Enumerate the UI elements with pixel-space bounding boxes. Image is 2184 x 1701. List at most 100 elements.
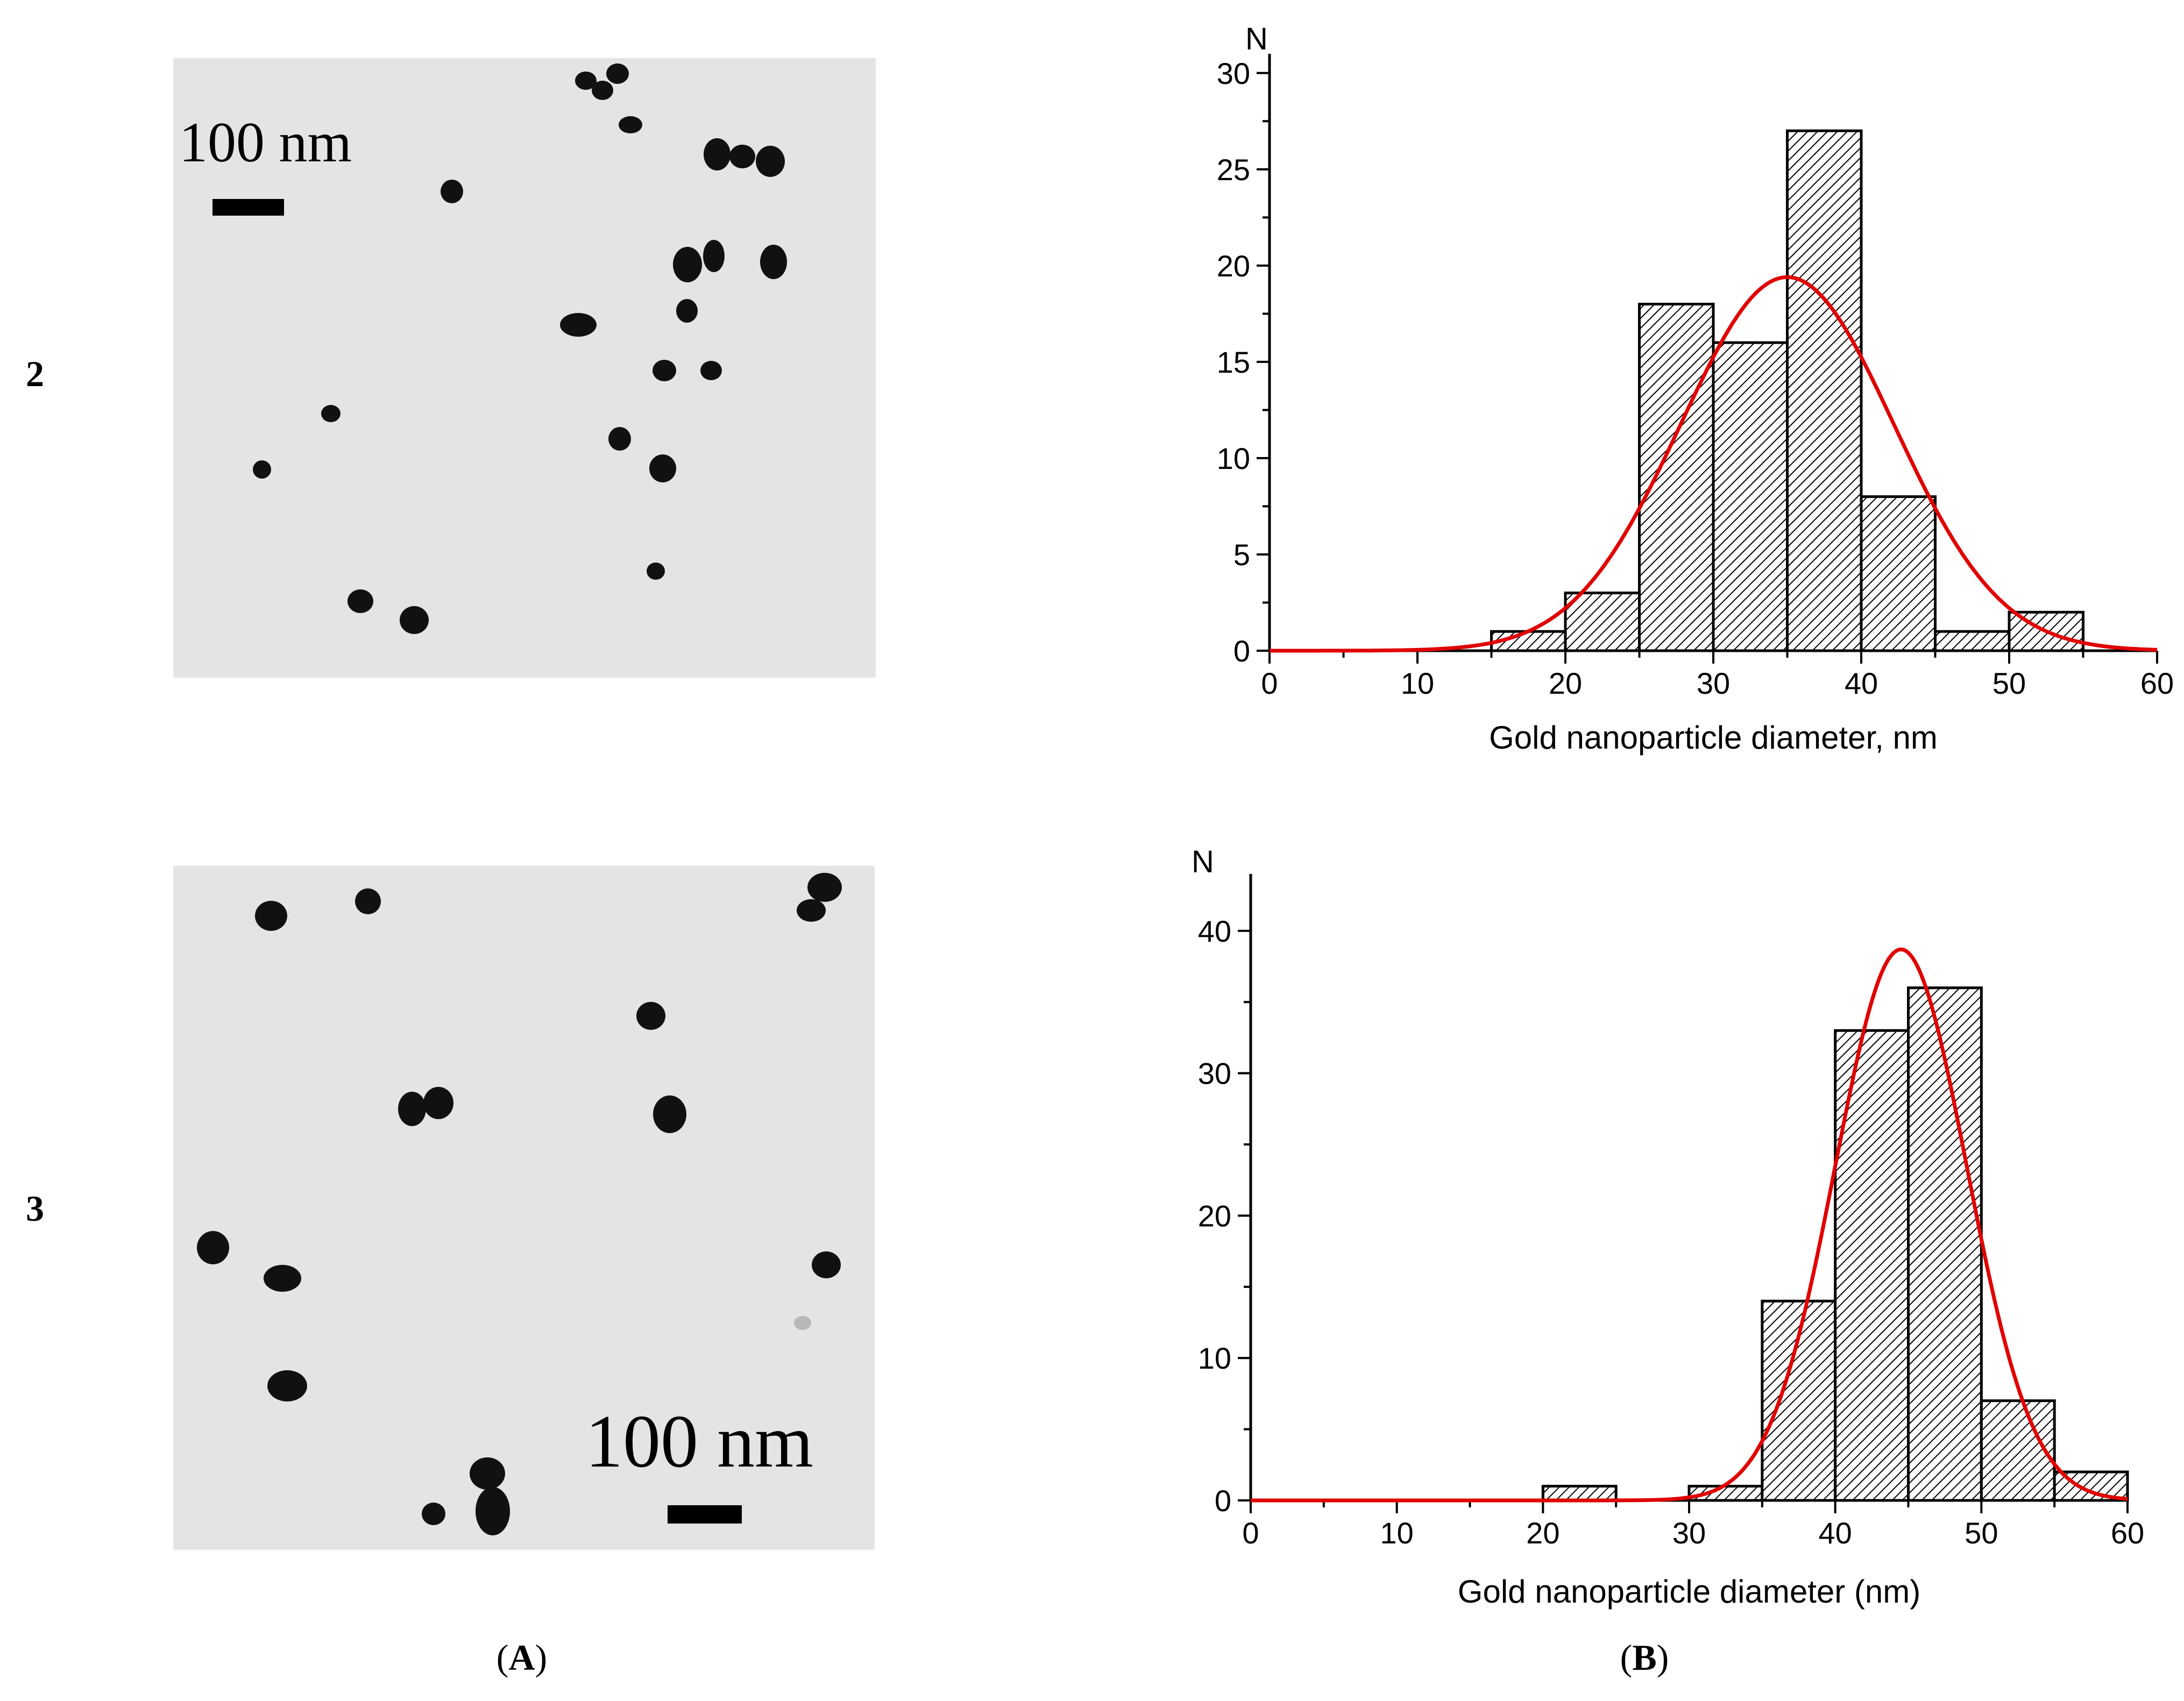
nanoparticle: [619, 116, 642, 133]
nanoparticle: [608, 427, 631, 451]
nanoparticle: [729, 145, 755, 168]
nanoparticle: [575, 72, 597, 90]
nanoparticle: [653, 360, 676, 381]
nanoparticle: [673, 247, 702, 282]
histogram-bar: [1687, 1485, 1764, 1502]
scale-bar: [212, 199, 284, 216]
x-tick-label: 30: [1697, 666, 1730, 700]
nanoparticle: [422, 1503, 445, 1525]
y-tick-label: 30: [1217, 56, 1250, 90]
x-tick-label: 40: [1845, 666, 1878, 700]
gaussian-fit-curve: [1270, 275, 2158, 653]
nanoparticle: [756, 146, 785, 177]
panel-label-b: (B): [1620, 1637, 1669, 1678]
bars: [1541, 986, 2129, 1502]
y-tick-label: 30: [1198, 1057, 1231, 1091]
y-tick-label: 15: [1217, 345, 1250, 379]
micrograph-row-2: 100 nm: [173, 58, 876, 678]
faint-particle: [794, 1316, 811, 1330]
histogram-bar: [1980, 1399, 2056, 1502]
x-tick-label: 0: [1261, 666, 1278, 700]
nanoparticle: [807, 873, 842, 902]
x-tick-label: 60: [2111, 1516, 2144, 1550]
tick-labels: 0 10 20 30 40 50 60 0 5 10 15 20 25 30: [1217, 56, 2174, 700]
histogram-bar: [1860, 495, 1937, 652]
x-axis-label: Gold nanoparticle diameter (nm): [1458, 1574, 1920, 1610]
nanoparticle: [470, 1457, 505, 1490]
nanoparticle: [653, 1095, 686, 1133]
y-tick-label: 0: [1233, 634, 1250, 668]
scale-bar-label: 100 nm: [585, 1400, 813, 1483]
histogram-bar: [1834, 1029, 1910, 1502]
y-tick-label: 10: [1217, 442, 1250, 475]
nanoparticle: [423, 1087, 453, 1119]
y-tick-label: 20: [1217, 249, 1250, 283]
histogram-bar: [1907, 986, 1983, 1502]
x-tick-label: 20: [1526, 1516, 1559, 1550]
nanoparticle: [700, 361, 722, 380]
tick-labels: 0 10 20 30 40 50 60 0 10 20 30 40: [1198, 914, 2144, 1550]
nanoparticle: [441, 180, 463, 203]
nanoparticle: [636, 1002, 665, 1030]
nanoparticle: [267, 1370, 307, 1401]
gaussian-fit-curve: [1251, 947, 2128, 1503]
nanoparticle: [398, 1092, 426, 1126]
nanoparticle: [560, 313, 597, 337]
nanoparticle: [197, 1231, 229, 1264]
nanoparticle: [676, 299, 698, 323]
micrograph-background: [173, 866, 875, 1550]
nanoparticle: [255, 901, 287, 931]
x-tick-label: 10: [1380, 1516, 1414, 1550]
y-tick-label: 20: [1198, 1199, 1231, 1233]
histogram-bar: [1638, 302, 1715, 652]
nanoparticles: [253, 63, 787, 634]
x-tick-label: 50: [1992, 666, 2026, 700]
nanoparticle: [264, 1265, 301, 1292]
x-tick-label: 40: [1819, 1516, 1852, 1550]
scale-bar: [668, 1505, 742, 1524]
nanoparticle: [812, 1251, 841, 1278]
row-label-2: 2: [26, 353, 44, 394]
y-axis-label: N: [1245, 22, 1268, 56]
nanoparticle: [797, 899, 826, 922]
y-axis-label: N: [1192, 844, 1214, 879]
micrograph-row-3: 100 nm: [173, 866, 875, 1550]
nanoparticle: [592, 81, 613, 100]
nanoparticle: [760, 245, 787, 279]
histogram-bar: [1786, 129, 1863, 652]
x-tick-label: 50: [1965, 1516, 1998, 1550]
y-tick-label: 40: [1198, 914, 1231, 948]
nanoparticle: [476, 1487, 510, 1535]
nanoparticle: [704, 138, 731, 170]
y-tick-label: 0: [1215, 1484, 1231, 1518]
histogram-bar: [1564, 592, 1641, 652]
x-axis-label: Gold nanoparticle diameter, nm: [1489, 720, 1938, 756]
nanoparticle: [348, 589, 373, 613]
nanoparticle: [253, 460, 271, 479]
histogram-row-3: 0 10 20 30 40 50 60 0 10 20 30 40 N Gold nanopartic…: [1192, 844, 2144, 1610]
y-tick-label: 10: [1198, 1341, 1231, 1375]
y-tick-label: 5: [1233, 538, 1250, 572]
x-tick-label: 60: [2140, 666, 2174, 700]
nanoparticle: [703, 240, 725, 272]
x-tick-label: 30: [1672, 1516, 1706, 1550]
nanoparticle: [647, 563, 665, 580]
scale-bar-label: 100 nm: [179, 111, 352, 174]
nanoparticle: [606, 63, 629, 84]
bars: [1490, 129, 2084, 652]
nanoparticle: [649, 454, 676, 482]
row-label-3: 3: [26, 1188, 44, 1229]
nanoparticle: [355, 888, 381, 914]
histogram-row-2: 0 10 20 30 40 50 60 0 5 10 15 20 25 30 N Gold nanopar…: [1217, 22, 2174, 756]
histogram-bar: [1712, 341, 1789, 652]
histogram-bar: [1541, 1485, 1618, 1502]
x-tick-label: 10: [1401, 666, 1434, 700]
panel-label-a: (A): [497, 1637, 547, 1678]
histogram-bar: [1934, 630, 2011, 652]
x-tick-label: 0: [1242, 1516, 1259, 1550]
y-tick-label: 25: [1217, 153, 1250, 187]
nanoparticle: [321, 405, 341, 422]
nanoparticle: [400, 606, 429, 634]
